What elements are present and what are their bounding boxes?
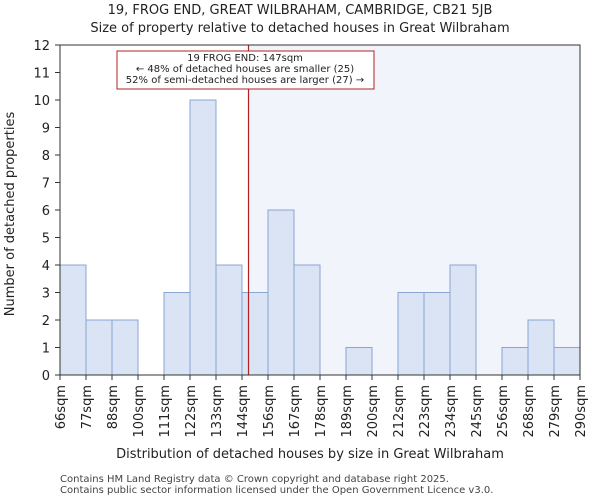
bar-122sqm [189, 99, 217, 376]
y-axis-label: Number of detached properties [3, 112, 18, 317]
y-tick-label: 4 [42, 259, 50, 274]
x-tick-label: 234sqm [444, 385, 459, 438]
bar-66sqm [59, 264, 87, 376]
bar-189sqm [345, 347, 373, 376]
x-tick-label: 66sqm [54, 385, 69, 429]
bar-111sqm [163, 292, 191, 376]
chart-title: 19, FROG END, GREAT WILBRAHAM, CAMBRIDGE… [108, 3, 493, 18]
x-tick-label: 279sqm [548, 385, 563, 438]
x-axis-label: Distribution of detached houses by size … [116, 447, 504, 462]
y-tick-label: 7 [42, 177, 50, 192]
y-tick-label: 9 [42, 122, 50, 137]
bar-279sqm [553, 347, 581, 376]
x-tick-label: 144sqm [236, 385, 251, 438]
y-tick-label: 2 [42, 314, 50, 329]
bar-133sqm [215, 264, 243, 376]
bar-156sqm [267, 209, 295, 376]
x-tick-label: 156sqm [262, 385, 277, 438]
annotation-line-3: 52% of semi-detached houses are larger (… [126, 75, 364, 86]
plot-frame [59, 44, 581, 376]
x-tick-label: 200sqm [366, 385, 381, 438]
bar-88sqm [111, 319, 139, 376]
y-tick-label: 5 [42, 232, 50, 247]
bar-144sqm [241, 292, 269, 376]
y-tick-label: 3 [42, 287, 50, 302]
bar-234sqm [449, 264, 477, 376]
bar-77sqm [85, 319, 113, 376]
y-tick-label: 8 [42, 149, 50, 164]
annotation-box: 19 FROG END: 147sqm ← 48% of detached ho… [116, 50, 375, 90]
x-tick-label: 77sqm [80, 385, 95, 429]
x-tick-label: 133sqm [210, 385, 225, 438]
y-tick-label: 6 [42, 204, 50, 219]
x-tick-label: 111sqm [158, 385, 173, 438]
x-tick-label: 212sqm [392, 385, 407, 438]
annotation-line-2: ← 48% of detached houses are smaller (25… [136, 64, 354, 75]
x-tick-label: 100sqm [132, 385, 147, 438]
x-tick-label: 290sqm [574, 385, 589, 438]
x-tick-label: 167sqm [288, 385, 303, 438]
bars-group [59, 99, 581, 376]
x-tick-label: 189sqm [340, 385, 355, 438]
x-tick-label: 178sqm [314, 385, 329, 438]
annotation-border [116, 50, 375, 90]
annotation-line-1: 19 FROG END: 147sqm [187, 53, 303, 64]
x-tick-label: 88sqm [106, 385, 121, 429]
x-axis: 66sqm 77sqm 88sqm 100sqm 111sqm 122sqm 133sqm 1… [54, 375, 589, 438]
x-tick-label: 245sqm [470, 385, 485, 438]
x-tick-label: 256sqm [496, 385, 511, 438]
chart-subtitle: Size of property relative to detached ho… [90, 21, 509, 36]
bar-223sqm [423, 292, 451, 376]
y-tick-label: 12 [33, 39, 50, 54]
bar-167sqm [293, 264, 321, 376]
bar-268sqm [527, 319, 555, 376]
x-tick-label: 122sqm [184, 385, 199, 438]
y-tick-label: 1 [42, 342, 50, 357]
footer-line-2: Contains public sector information licen… [60, 485, 493, 496]
y-tick-label: 10 [33, 94, 50, 109]
y-tick-label: 11 [33, 67, 50, 82]
x-tick-label: 223sqm [418, 385, 433, 438]
x-tick-label: 268sqm [522, 385, 537, 438]
bar-212sqm [397, 292, 425, 376]
bar-256sqm [501, 347, 529, 376]
footer-line-1: Contains HM Land Registry data © Crown c… [60, 474, 449, 485]
y-tick-label: 0 [42, 369, 50, 384]
